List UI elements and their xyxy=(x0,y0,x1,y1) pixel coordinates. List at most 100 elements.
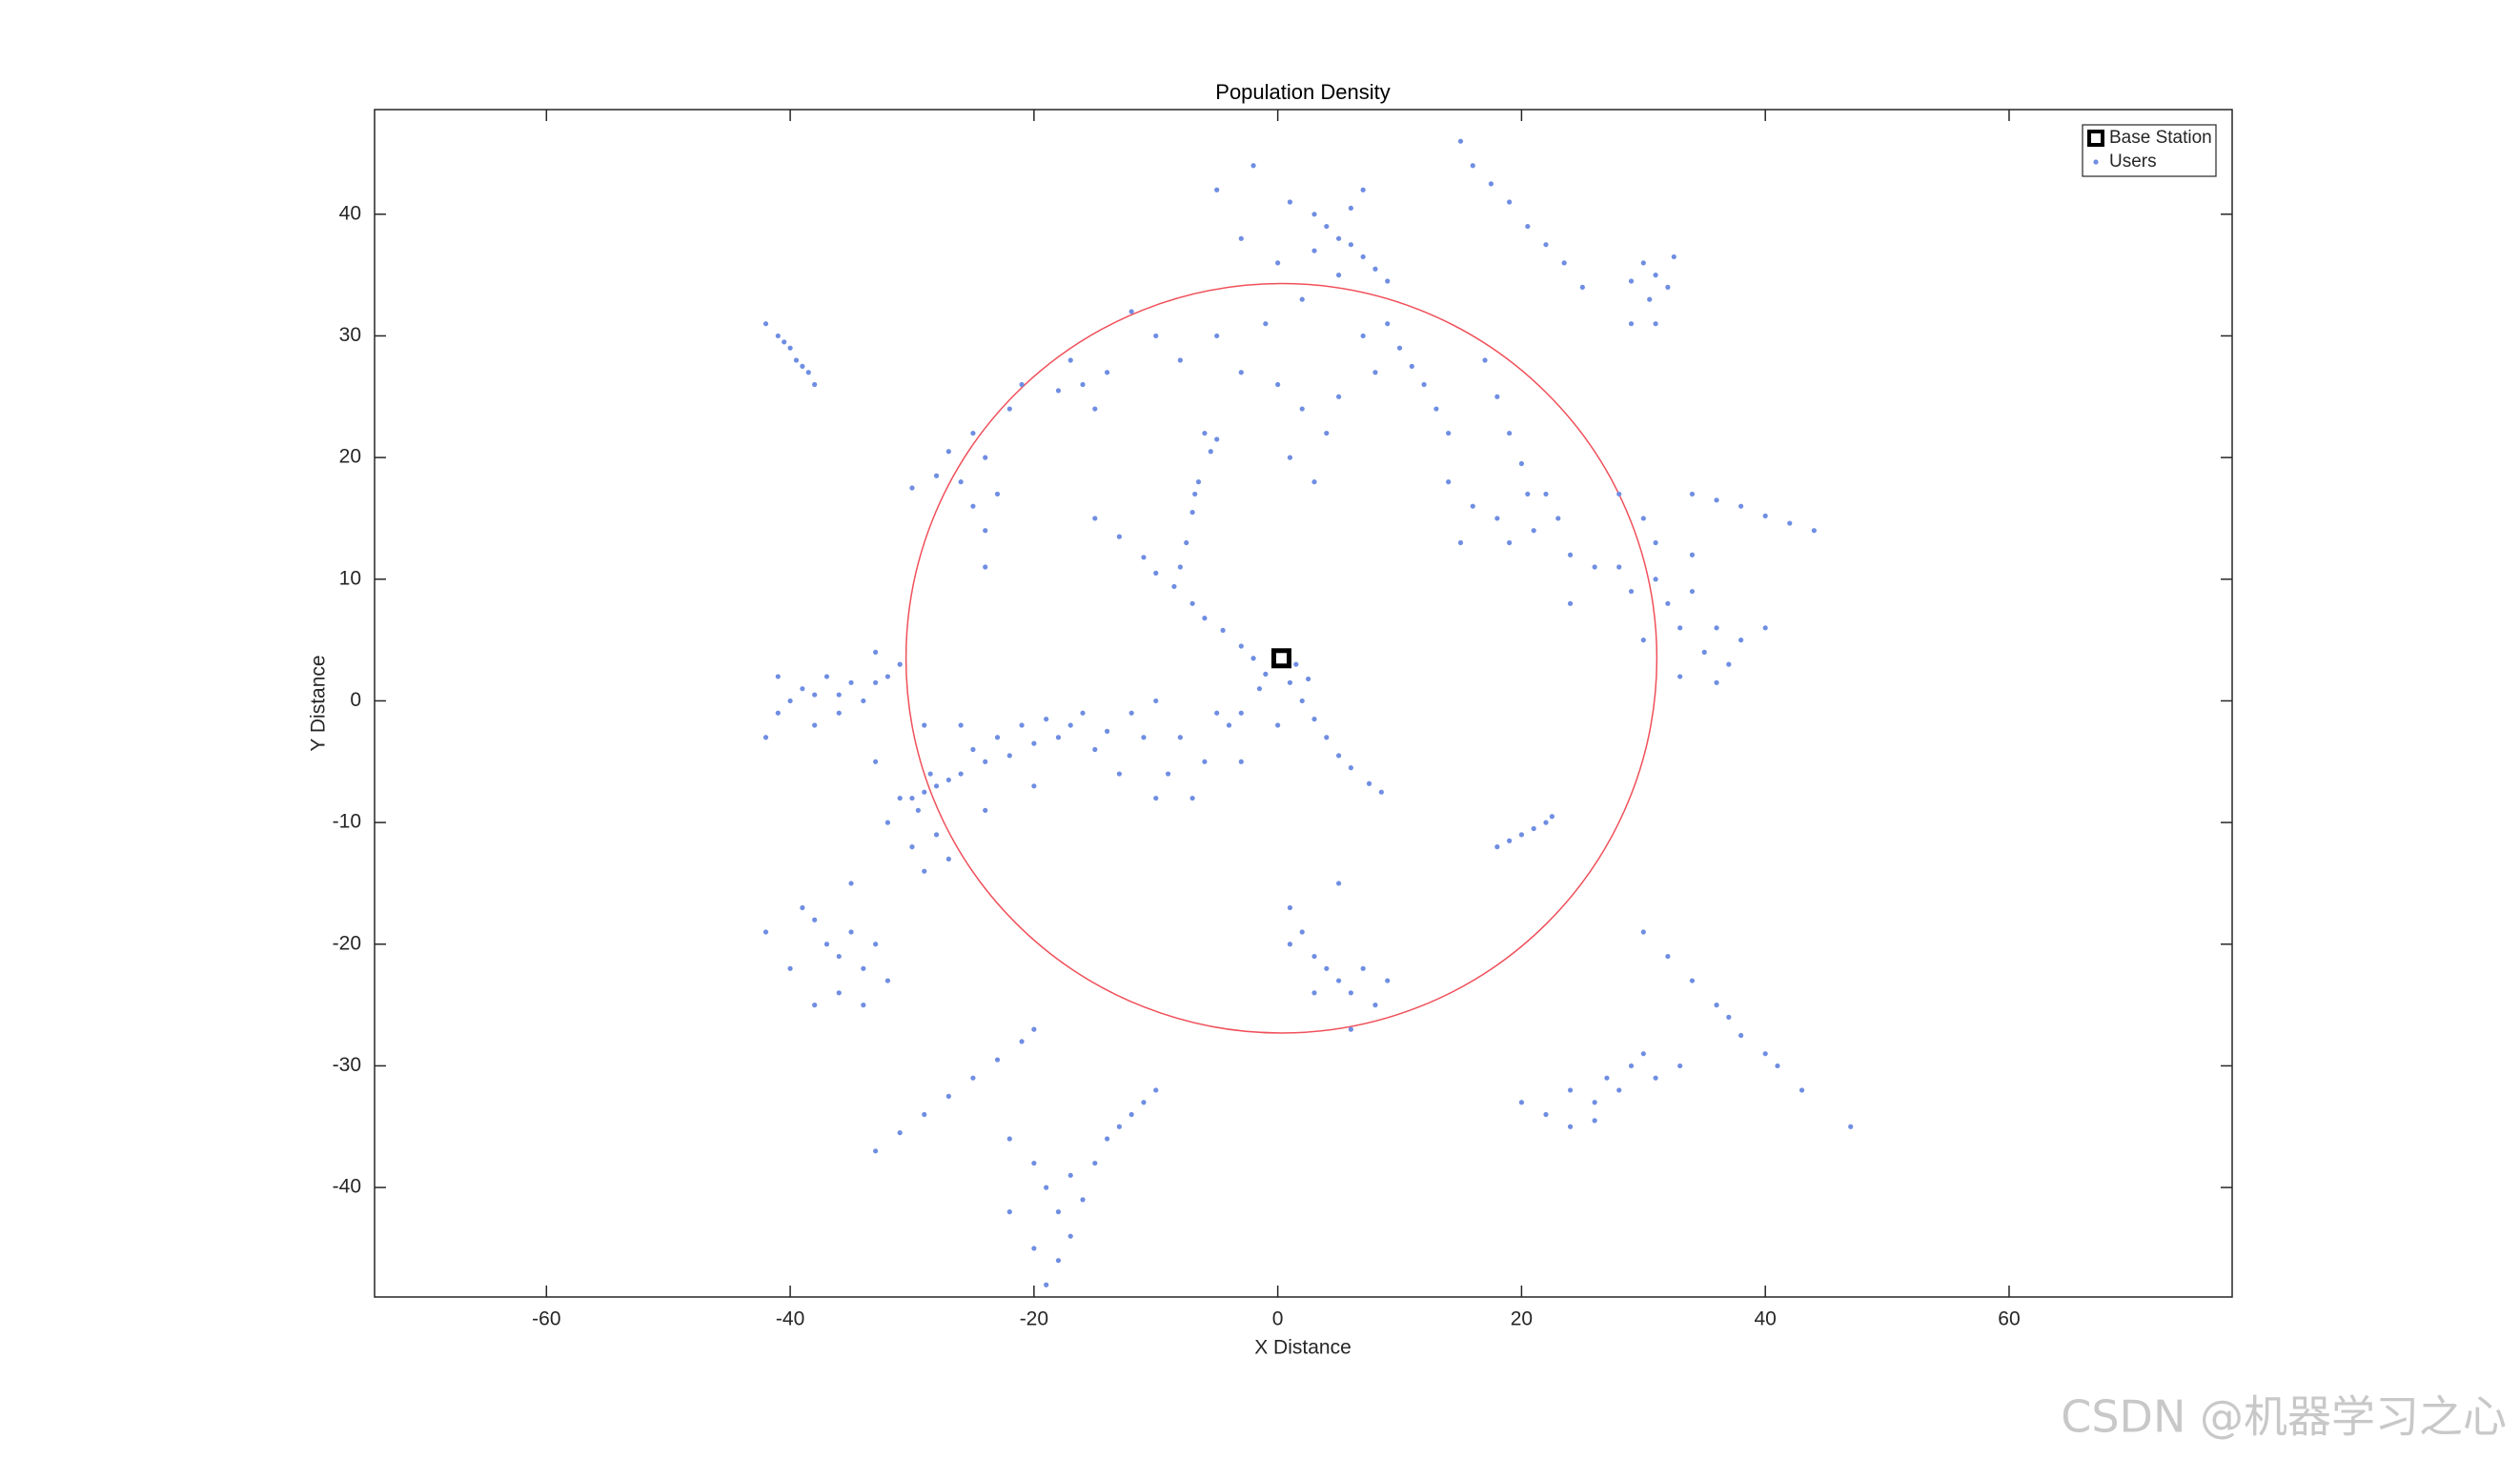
user-point xyxy=(1306,676,1311,682)
user-point xyxy=(1019,1039,1025,1044)
user-point xyxy=(1677,674,1683,679)
user-point xyxy=(909,795,915,801)
user-point xyxy=(983,807,988,813)
user-point xyxy=(1555,516,1561,521)
user-point xyxy=(1311,212,1317,217)
user-point xyxy=(1494,844,1500,850)
user-point xyxy=(873,759,879,764)
user-point xyxy=(1677,1063,1683,1069)
user-point xyxy=(1738,503,1744,509)
user-point xyxy=(1543,491,1549,497)
user-point xyxy=(1153,698,1159,704)
user-point xyxy=(823,674,830,679)
user-point xyxy=(1378,789,1384,795)
user-point xyxy=(1006,1136,1012,1142)
user-point xyxy=(1202,616,1208,621)
user-point xyxy=(983,564,988,570)
user-point xyxy=(1116,1124,1122,1129)
user-point xyxy=(1202,759,1208,764)
user-point xyxy=(1457,539,1464,546)
user-point xyxy=(1335,978,1342,983)
x-tick-label: -60 xyxy=(532,1308,560,1330)
user-point xyxy=(1044,1282,1049,1287)
user-point xyxy=(1507,539,1513,546)
user-point xyxy=(1031,1246,1037,1251)
user-point xyxy=(805,370,811,375)
user-point xyxy=(1250,163,1256,169)
user-point xyxy=(1385,978,1391,983)
user-point xyxy=(1628,321,1635,327)
user-point xyxy=(1141,735,1147,740)
user-point xyxy=(1055,388,1062,394)
user-point xyxy=(1348,765,1353,771)
user-point xyxy=(1653,321,1658,327)
user-point xyxy=(1128,710,1134,716)
user-point xyxy=(1335,273,1342,278)
user-point xyxy=(1531,528,1536,534)
user-point xyxy=(958,722,964,728)
x-tick-label: 0 xyxy=(1272,1308,1284,1330)
user-point xyxy=(1726,1014,1732,1020)
user-point xyxy=(800,686,805,692)
user-point xyxy=(1592,564,1597,570)
user-point xyxy=(1507,199,1513,205)
user-point xyxy=(836,710,842,716)
user-point xyxy=(1238,643,1244,649)
user-point xyxy=(983,455,988,460)
user-point xyxy=(873,942,879,947)
user-point xyxy=(1153,333,1159,339)
user-point xyxy=(1031,783,1037,789)
user-point xyxy=(861,698,866,704)
user-point xyxy=(1567,1087,1574,1093)
user-point xyxy=(1238,370,1244,375)
user-point xyxy=(873,1148,879,1154)
user-point xyxy=(1287,679,1293,685)
user-point xyxy=(1067,722,1073,728)
user-point xyxy=(1287,904,1293,911)
user-point xyxy=(1299,296,1305,302)
user-point xyxy=(1105,370,1110,375)
user-point xyxy=(1335,753,1342,759)
user-point xyxy=(1128,1111,1134,1118)
user-point xyxy=(1567,600,1574,606)
user-point xyxy=(1494,394,1500,399)
legend-marker xyxy=(2087,130,2104,147)
user-point xyxy=(1141,555,1147,560)
user-point xyxy=(1762,513,1768,518)
x-tick-label: 20 xyxy=(1511,1308,1533,1330)
user-point xyxy=(1348,242,1353,248)
user-point xyxy=(787,698,793,704)
user-point xyxy=(1762,1051,1768,1057)
user-point xyxy=(922,722,927,728)
legend-marker xyxy=(2093,159,2099,165)
user-point xyxy=(897,795,903,801)
user-point xyxy=(922,1111,927,1118)
user-point xyxy=(1653,1075,1658,1081)
user-point xyxy=(1006,1209,1012,1215)
user-point xyxy=(1470,163,1475,169)
user-point xyxy=(1409,363,1414,369)
x-tick-label: -40 xyxy=(776,1308,804,1330)
user-point xyxy=(836,990,842,996)
user-point xyxy=(1372,1003,1378,1008)
user-point xyxy=(775,333,781,339)
user-point xyxy=(1665,284,1671,290)
user-point xyxy=(1360,187,1366,193)
user-point xyxy=(848,929,854,935)
user-point xyxy=(933,473,940,478)
user-point xyxy=(1171,583,1177,590)
user-point xyxy=(1689,978,1696,983)
watermark: CSDN @机器学习之心 xyxy=(2061,1391,2507,1443)
user-point xyxy=(1092,516,1098,521)
user-point xyxy=(762,321,769,327)
user-point xyxy=(1671,253,1677,260)
user-point xyxy=(1202,430,1208,436)
user-point xyxy=(848,881,854,886)
user-point xyxy=(775,674,781,679)
user-point xyxy=(1360,333,1366,339)
user-point xyxy=(1665,953,1671,960)
user-point xyxy=(1714,625,1719,631)
user-point xyxy=(1189,509,1195,516)
user-point xyxy=(1482,357,1488,363)
user-point xyxy=(970,430,976,436)
